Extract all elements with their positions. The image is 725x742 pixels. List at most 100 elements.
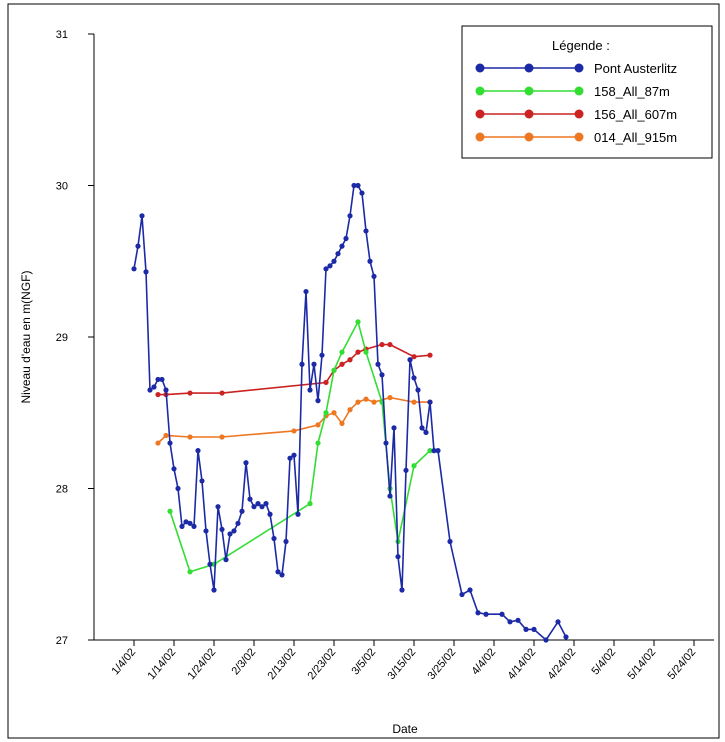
data-point — [175, 485, 181, 492]
data-point — [187, 569, 193, 575]
data-point — [243, 460, 249, 466]
data-point — [219, 434, 225, 440]
legend-box — [461, 25, 713, 159]
data-point — [459, 591, 465, 598]
data-point — [239, 508, 245, 514]
data-point — [283, 538, 289, 545]
data-point — [215, 504, 221, 510]
legend-swatch-marker — [574, 109, 584, 119]
data-point — [355, 349, 361, 355]
legend-item: 156_All_607m — [475, 107, 677, 122]
data-point — [367, 258, 373, 264]
data-point — [203, 528, 209, 534]
data-point — [531, 626, 537, 632]
data-point — [219, 526, 225, 533]
data-point — [543, 637, 549, 643]
legend-item: 014_All_915m — [475, 130, 677, 145]
data-point — [323, 266, 329, 272]
y-tick-label: 31 — [56, 29, 68, 41]
data-point — [199, 478, 205, 484]
data-point — [411, 375, 417, 381]
data-point — [395, 554, 401, 560]
data-point — [219, 390, 225, 396]
data-point — [387, 493, 393, 499]
data-point — [315, 398, 321, 404]
data-point — [287, 455, 293, 461]
legend-label: 014_All_915m — [594, 130, 677, 145]
data-point — [187, 390, 193, 396]
series-2 — [167, 319, 433, 575]
data-point — [147, 387, 153, 393]
data-point — [447, 538, 453, 545]
legend-swatch-marker — [475, 109, 485, 119]
data-point — [279, 572, 285, 578]
y-tick-label: 29 — [56, 332, 68, 344]
data-point — [315, 422, 321, 428]
legend-swatch-marker — [475, 86, 485, 96]
data-point — [227, 531, 233, 537]
data-point — [163, 432, 169, 439]
data-point — [307, 387, 313, 393]
data-point — [483, 611, 489, 617]
data-point — [363, 228, 369, 234]
legend-swatch-marker — [574, 86, 584, 96]
data-point — [235, 520, 241, 526]
data-point — [139, 213, 145, 219]
legend-swatch-marker — [574, 63, 584, 73]
data-point — [339, 361, 345, 367]
data-point — [427, 399, 433, 405]
data-point — [319, 352, 325, 358]
data-point — [379, 341, 385, 348]
data-point — [363, 396, 369, 402]
data-point — [467, 587, 473, 593]
data-point — [423, 429, 429, 436]
data-point — [371, 273, 377, 279]
data-point — [411, 463, 417, 469]
series-layer — [131, 182, 569, 643]
legend: Légende : Pont Austerlitz 158_All_87m 156_… — [461, 25, 713, 159]
data-point — [379, 372, 385, 378]
data-point — [355, 182, 361, 189]
data-point — [407, 357, 413, 363]
data-point — [343, 235, 349, 242]
y-axis-ticks: 27 28 29 30 31 — [56, 29, 94, 647]
data-point — [255, 501, 261, 507]
data-point — [135, 243, 141, 249]
y-axis-label: Niveau d'eau en m(NGF) — [19, 270, 33, 403]
data-point — [155, 376, 161, 383]
data-point — [211, 587, 217, 593]
series-1 — [131, 182, 569, 643]
data-point — [307, 501, 313, 507]
data-point — [331, 410, 337, 416]
data-point — [387, 395, 393, 401]
data-point — [259, 504, 265, 510]
data-point — [403, 467, 409, 473]
data-point — [231, 528, 237, 534]
data-point — [363, 349, 369, 355]
data-point — [163, 387, 169, 393]
data-point — [499, 611, 505, 617]
data-point — [555, 619, 561, 625]
data-point — [171, 466, 177, 472]
data-point — [351, 182, 357, 189]
data-point — [179, 523, 185, 529]
data-point — [355, 399, 361, 405]
data-point — [191, 523, 197, 529]
legend-swatch-marker — [475, 132, 485, 142]
data-point — [151, 384, 157, 390]
legend-swatch-marker — [524, 109, 534, 119]
data-point — [563, 634, 569, 640]
data-point — [183, 519, 189, 525]
data-point — [523, 626, 529, 632]
data-point — [355, 319, 361, 325]
data-point — [339, 420, 345, 426]
data-point — [435, 448, 441, 454]
data-point — [291, 452, 297, 458]
data-point — [223, 557, 229, 563]
data-point — [155, 440, 161, 446]
data-point — [419, 425, 425, 431]
data-point — [339, 349, 345, 355]
legend-swatch-marker — [524, 86, 534, 96]
legend-label: 156_All_607m — [594, 107, 677, 122]
